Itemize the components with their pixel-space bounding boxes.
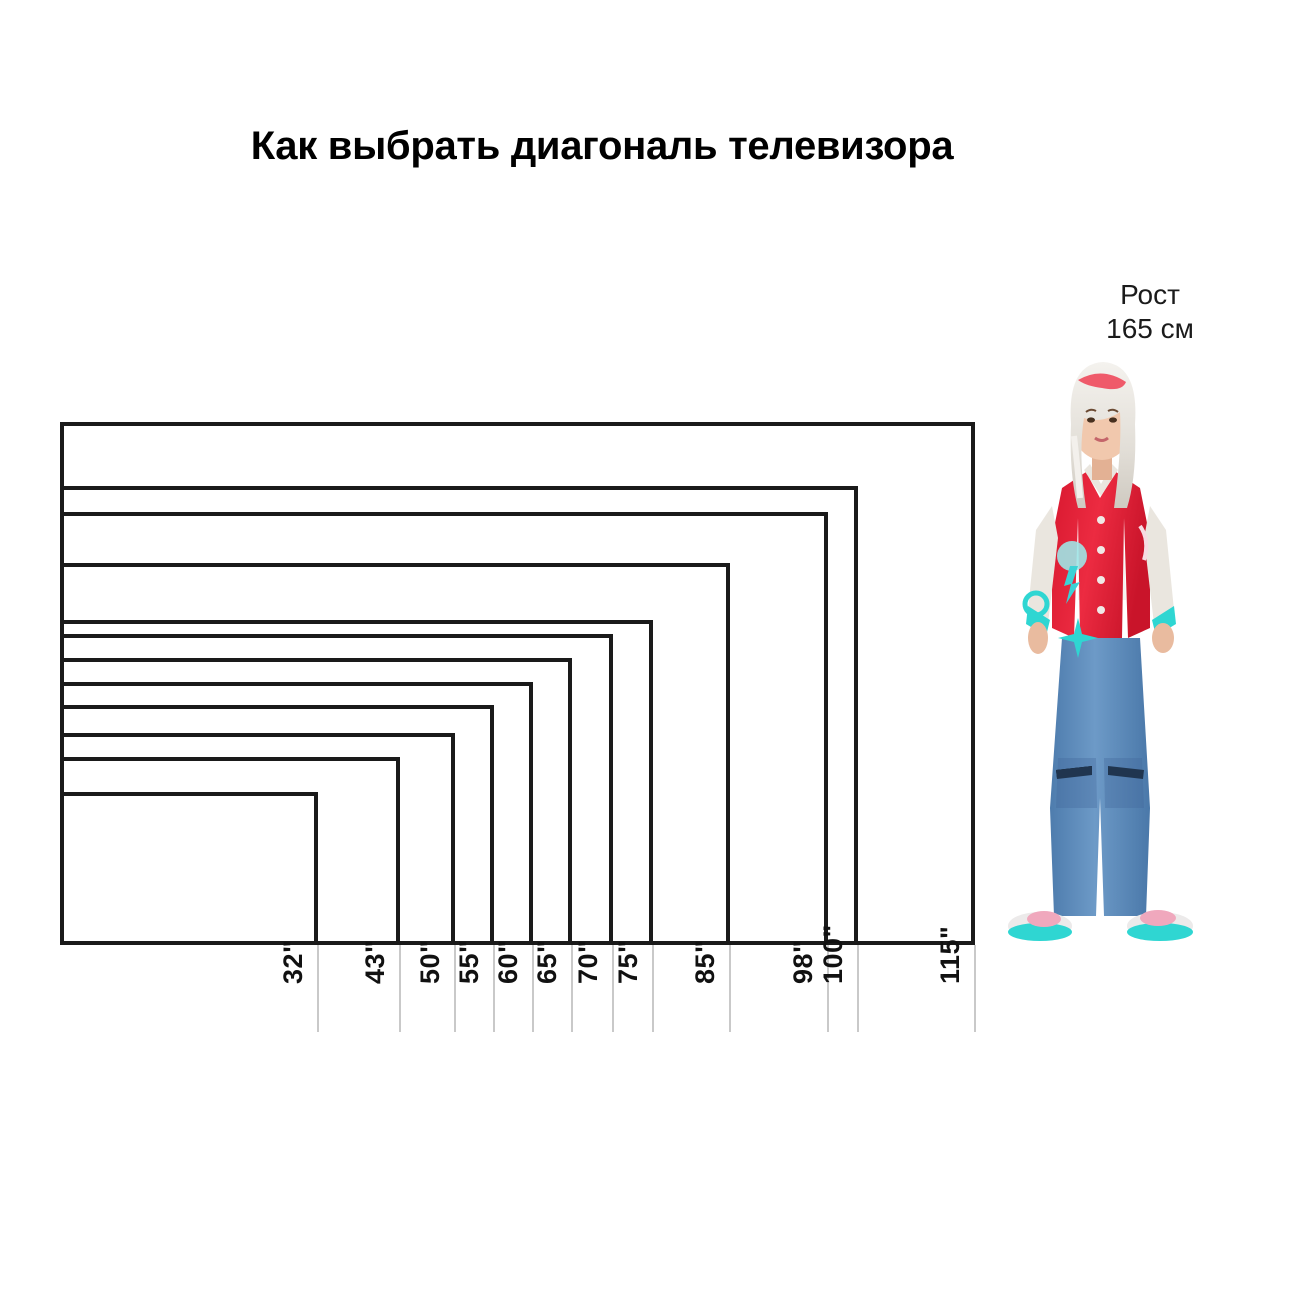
guide-line-60in bbox=[532, 945, 534, 1032]
guide-line-115in bbox=[974, 945, 976, 1032]
size-label-55in: 55" bbox=[454, 939, 484, 984]
size-label-32in: 32" bbox=[278, 939, 308, 984]
varsity-jacket bbox=[1022, 464, 1176, 658]
sneakers bbox=[1008, 910, 1193, 941]
tv-outline-32in bbox=[60, 792, 318, 945]
size-label-100in: 100" bbox=[818, 924, 848, 984]
person-figure bbox=[1000, 338, 1200, 948]
jeans bbox=[1050, 638, 1150, 916]
person-height-value: 165 см bbox=[1106, 313, 1194, 345]
size-label-50in: 50" bbox=[415, 939, 445, 984]
guide-line-55in bbox=[493, 945, 495, 1032]
guide-line-43in bbox=[399, 945, 401, 1032]
person-height-caption: Рост 165 см bbox=[1055, 278, 1245, 346]
size-label-115in: 115" bbox=[935, 925, 965, 984]
guide-line-100in bbox=[857, 945, 859, 1032]
guide-line-50in bbox=[454, 945, 456, 1032]
head bbox=[1070, 362, 1136, 508]
size-label-65in: 65" bbox=[532, 939, 562, 984]
hands bbox=[1028, 622, 1174, 654]
guide-line-85in bbox=[729, 945, 731, 1032]
size-label-43in: 43" bbox=[360, 939, 390, 984]
guide-line-75in bbox=[652, 945, 654, 1032]
size-label-70in: 70" bbox=[573, 939, 603, 984]
guide-line-98in bbox=[827, 945, 829, 1032]
guide-line-70in bbox=[612, 945, 614, 1032]
guide-line-65in bbox=[571, 945, 573, 1032]
guide-line-32in bbox=[317, 945, 319, 1032]
size-label-85in: 85" bbox=[690, 939, 720, 984]
person-height-label: Рост bbox=[1120, 279, 1180, 310]
size-label-98in: 98" bbox=[788, 939, 818, 984]
size-label-75in: 75" bbox=[613, 939, 643, 984]
page-title: Как выбрать диагональ телевизора bbox=[250, 124, 954, 168]
size-label-60in: 60" bbox=[493, 939, 523, 984]
